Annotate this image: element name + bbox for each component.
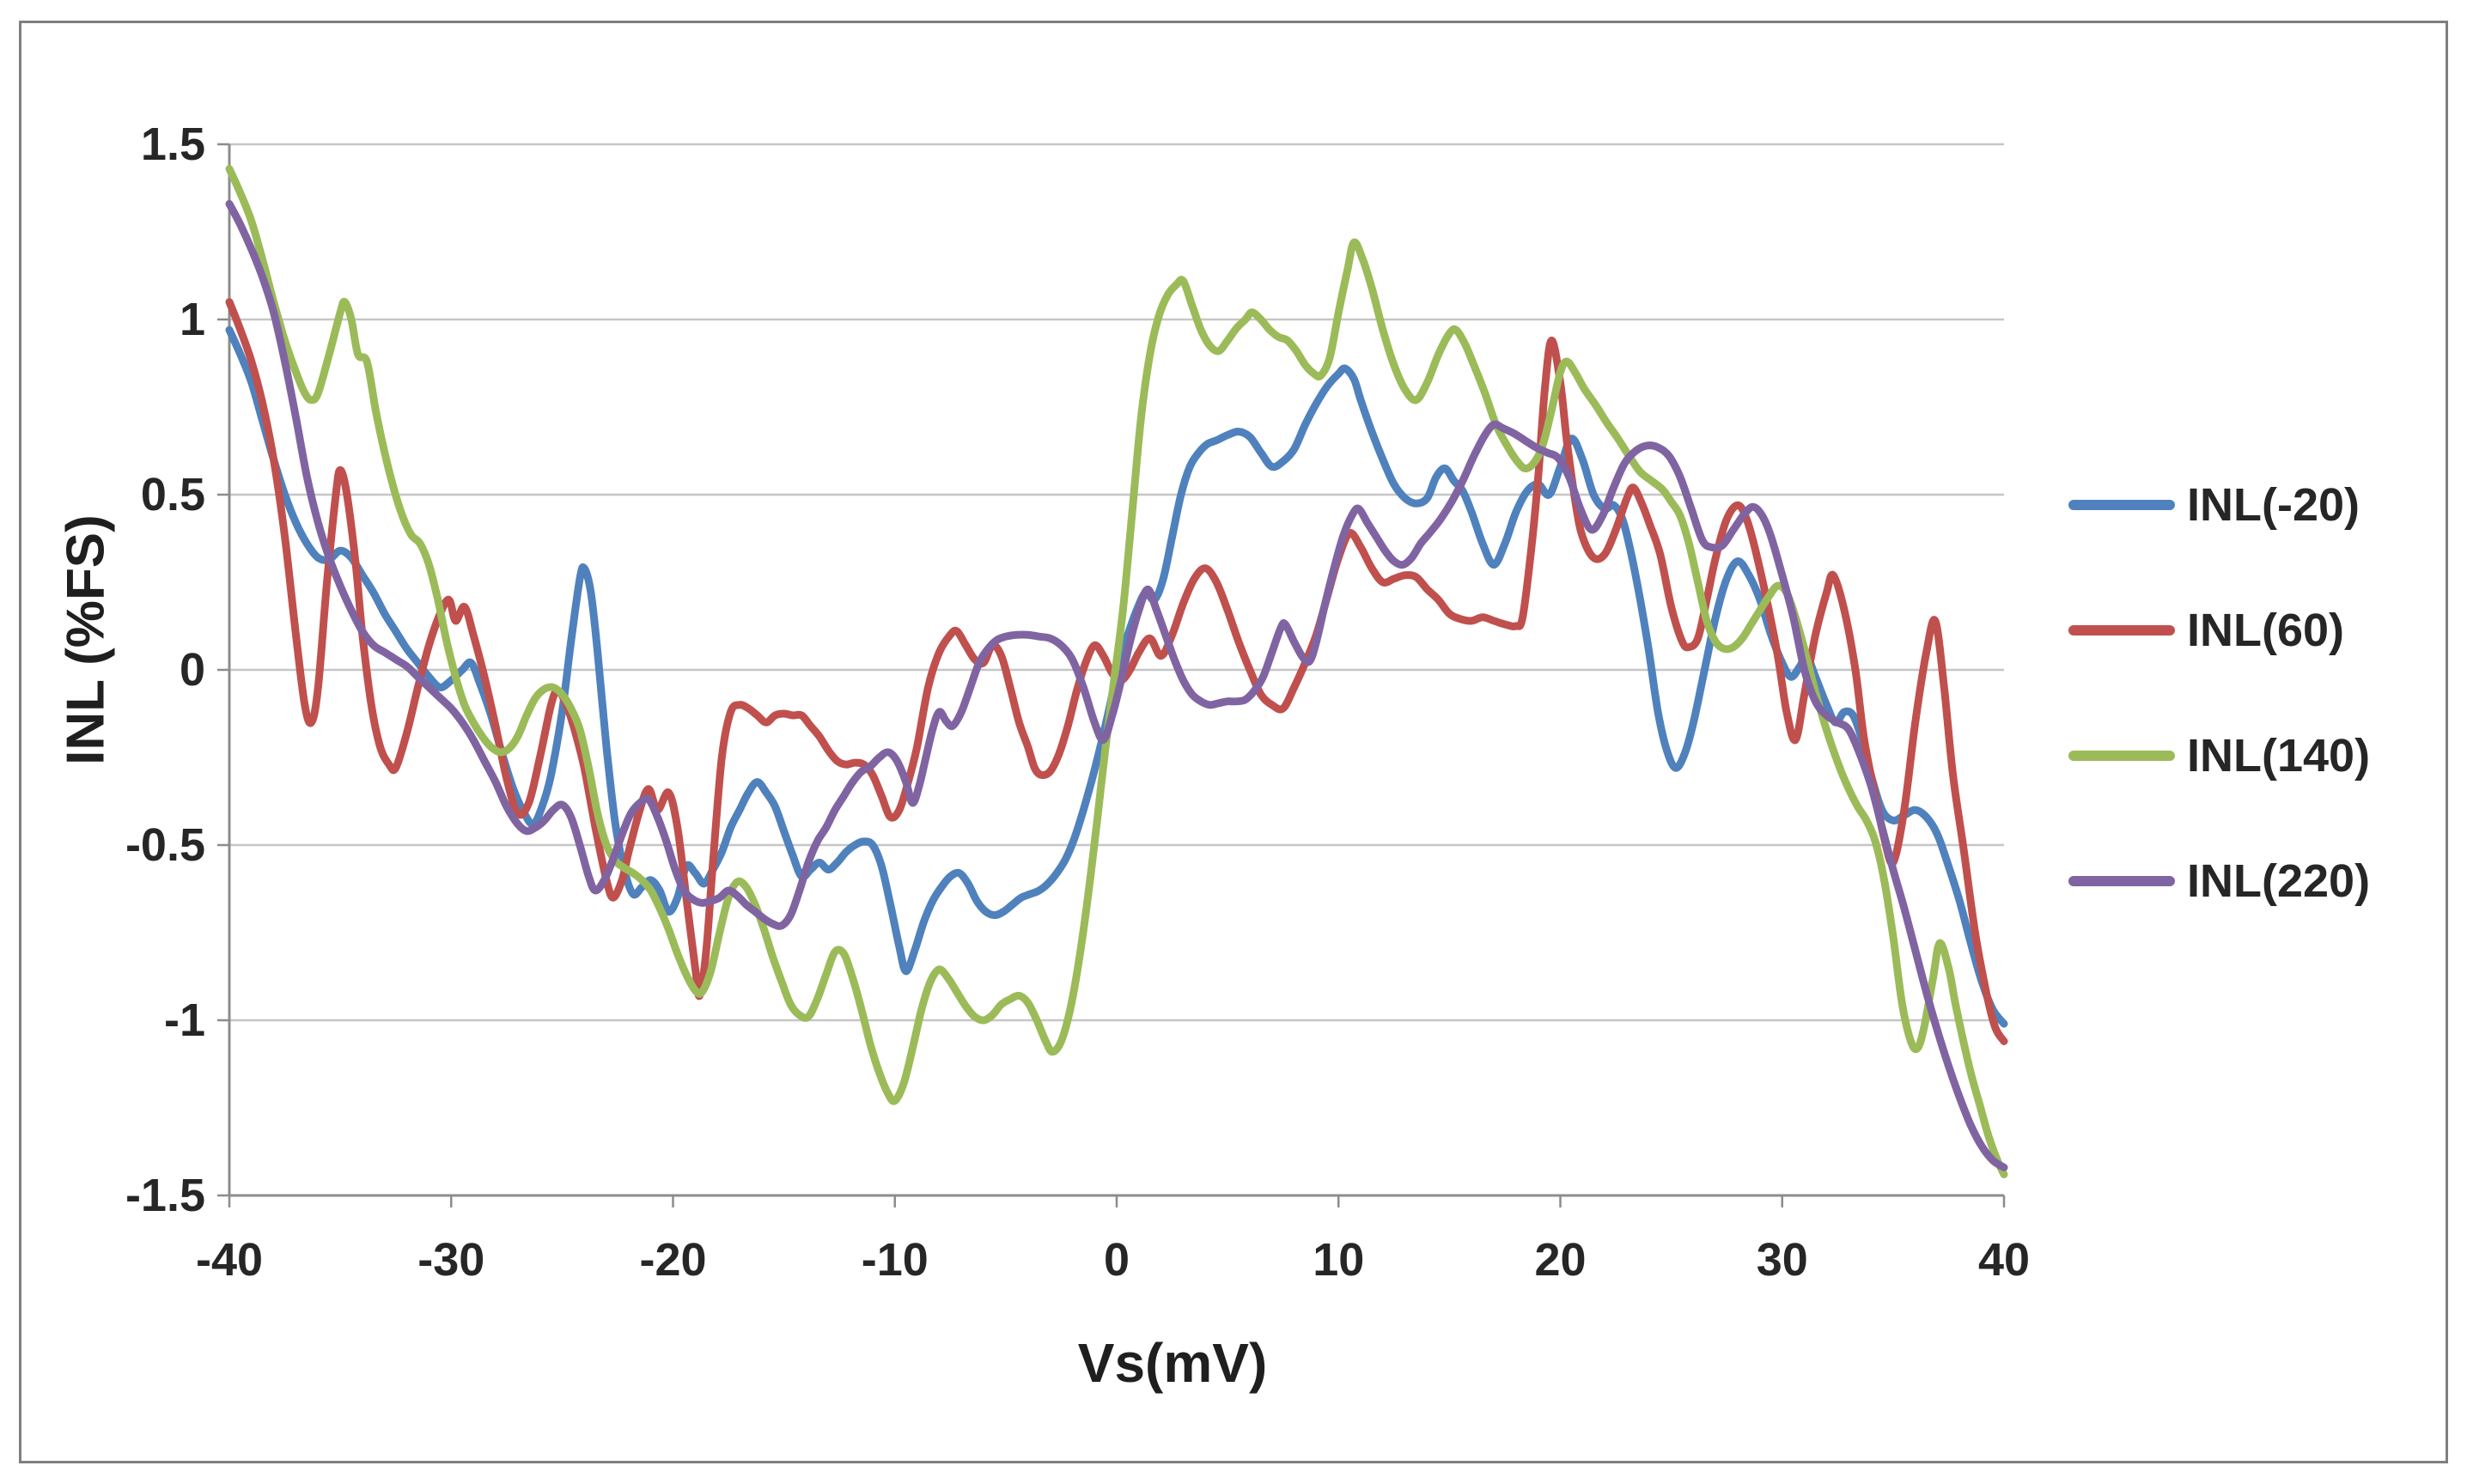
x-tick-label: -20 <box>639 1234 707 1286</box>
x-tick-label: 30 <box>1756 1234 1808 1286</box>
y-tick-label: -1.5 <box>125 1170 205 1221</box>
y-tick-label: -1 <box>163 994 205 1046</box>
x-tick-label: 0 <box>1103 1234 1130 1286</box>
legend-line-sample-inl-140 <box>2068 751 2175 761</box>
legend-line-sample-inl-neg20 <box>2068 500 2175 510</box>
legend-line-sample-inl-60 <box>2068 625 2175 636</box>
legend-line-sample-inl-220 <box>2068 876 2175 886</box>
legend-item-inl-220: INL(220) <box>2068 855 2370 907</box>
y-tick-label: 1.5 <box>140 119 205 170</box>
legend: INL(-20) INL(60) INL(140) INL(220) <box>2068 0 2446 1484</box>
series-line-INL(60) <box>225 298 2008 1045</box>
y-tick-label: 0.5 <box>140 469 205 520</box>
legend-item-inl-60: INL(60) <box>2068 605 2344 656</box>
y-tick-label: 1 <box>179 294 205 345</box>
chart-outer-border <box>19 21 2448 1463</box>
series-line-INL(-20) <box>225 325 2008 1028</box>
x-tick-label: 40 <box>1977 1234 2031 1286</box>
y-tick-label: 0 <box>179 644 205 696</box>
x-tick-label: -10 <box>861 1234 929 1286</box>
legend-label: INL(220) <box>2187 855 2371 907</box>
y-axis-title: INL (%FS) <box>56 514 116 765</box>
series-line-INL(140) <box>225 165 2008 1178</box>
series-line-INL(220) <box>225 199 2008 1171</box>
x-tick-label: 20 <box>1534 1234 1587 1286</box>
legend-label: INL(140) <box>2187 730 2371 782</box>
legend-item-inl-neg20: INL(-20) <box>2068 479 2360 531</box>
x-tick-label: -40 <box>195 1234 264 1286</box>
x-tick-label: 10 <box>1313 1234 1365 1286</box>
legend-item-inl-140: INL(140) <box>2068 730 2370 782</box>
y-tick-label: -0.5 <box>125 819 205 871</box>
x-tick-label: -30 <box>417 1234 485 1286</box>
legend-label: INL(-20) <box>2187 479 2360 531</box>
legend-label: INL(60) <box>2187 605 2345 656</box>
x-axis-title: Vs(mV) <box>1077 1332 1268 1394</box>
